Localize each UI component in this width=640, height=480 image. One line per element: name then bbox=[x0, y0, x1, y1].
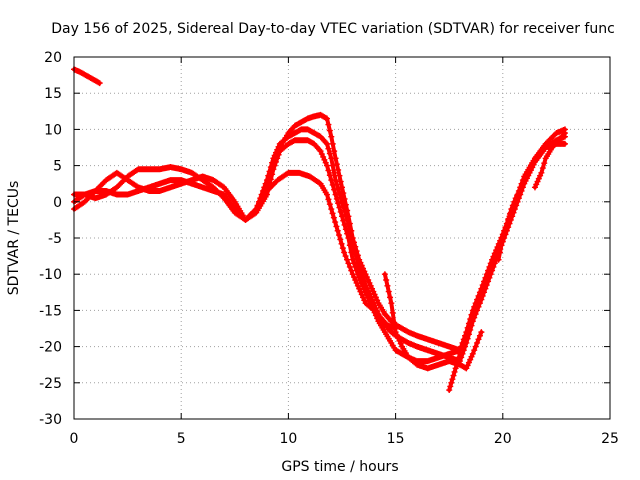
y-tick-label: -15 bbox=[39, 303, 62, 319]
y-tick-label: 20 bbox=[44, 50, 62, 66]
x-tick-label: 10 bbox=[279, 431, 297, 447]
y-tick-label: -5 bbox=[48, 231, 62, 247]
axis-layer: 0 5 10 15 20 25 20 15 10 5 0 -5 -10 -15 -20 -25 -30 bbox=[39, 50, 619, 447]
series-track-e bbox=[263, 169, 399, 332]
chart-title: Day 156 of 2025, Sidereal Day-to-day VTE… bbox=[51, 21, 615, 37]
y-tick-label: 5 bbox=[53, 159, 62, 175]
series-markers bbox=[381, 271, 485, 372]
x-tick-label: 25 bbox=[601, 431, 619, 447]
series-band bbox=[496, 188, 522, 262]
series-markers bbox=[531, 130, 568, 191]
series-track-g bbox=[446, 350, 463, 394]
x-tick-label: 5 bbox=[177, 431, 186, 447]
y-tick-label: 10 bbox=[44, 122, 62, 138]
y-tick-label: -25 bbox=[39, 376, 62, 392]
data-layer bbox=[71, 66, 568, 394]
x-tick-label: 15 bbox=[387, 431, 405, 447]
y-tick-label: -30 bbox=[39, 412, 62, 428]
x-tick-label: 20 bbox=[494, 431, 512, 447]
y-axis-title: SDTVAR / TECUs bbox=[6, 181, 22, 296]
series-markers bbox=[495, 187, 523, 263]
series-markers bbox=[263, 169, 399, 332]
series-track-i bbox=[531, 130, 568, 191]
x-tick-label: 0 bbox=[70, 431, 79, 447]
x-axis-title: GPS time / hours bbox=[281, 459, 398, 475]
y-tick-label: -20 bbox=[39, 340, 62, 356]
series-markers bbox=[446, 350, 463, 394]
series-track-f bbox=[381, 271, 485, 372]
y-tick-label: 0 bbox=[53, 195, 62, 211]
y-tick-label: 15 bbox=[44, 86, 62, 102]
series-track-h bbox=[495, 187, 523, 263]
y-tick-label: -10 bbox=[39, 267, 62, 283]
